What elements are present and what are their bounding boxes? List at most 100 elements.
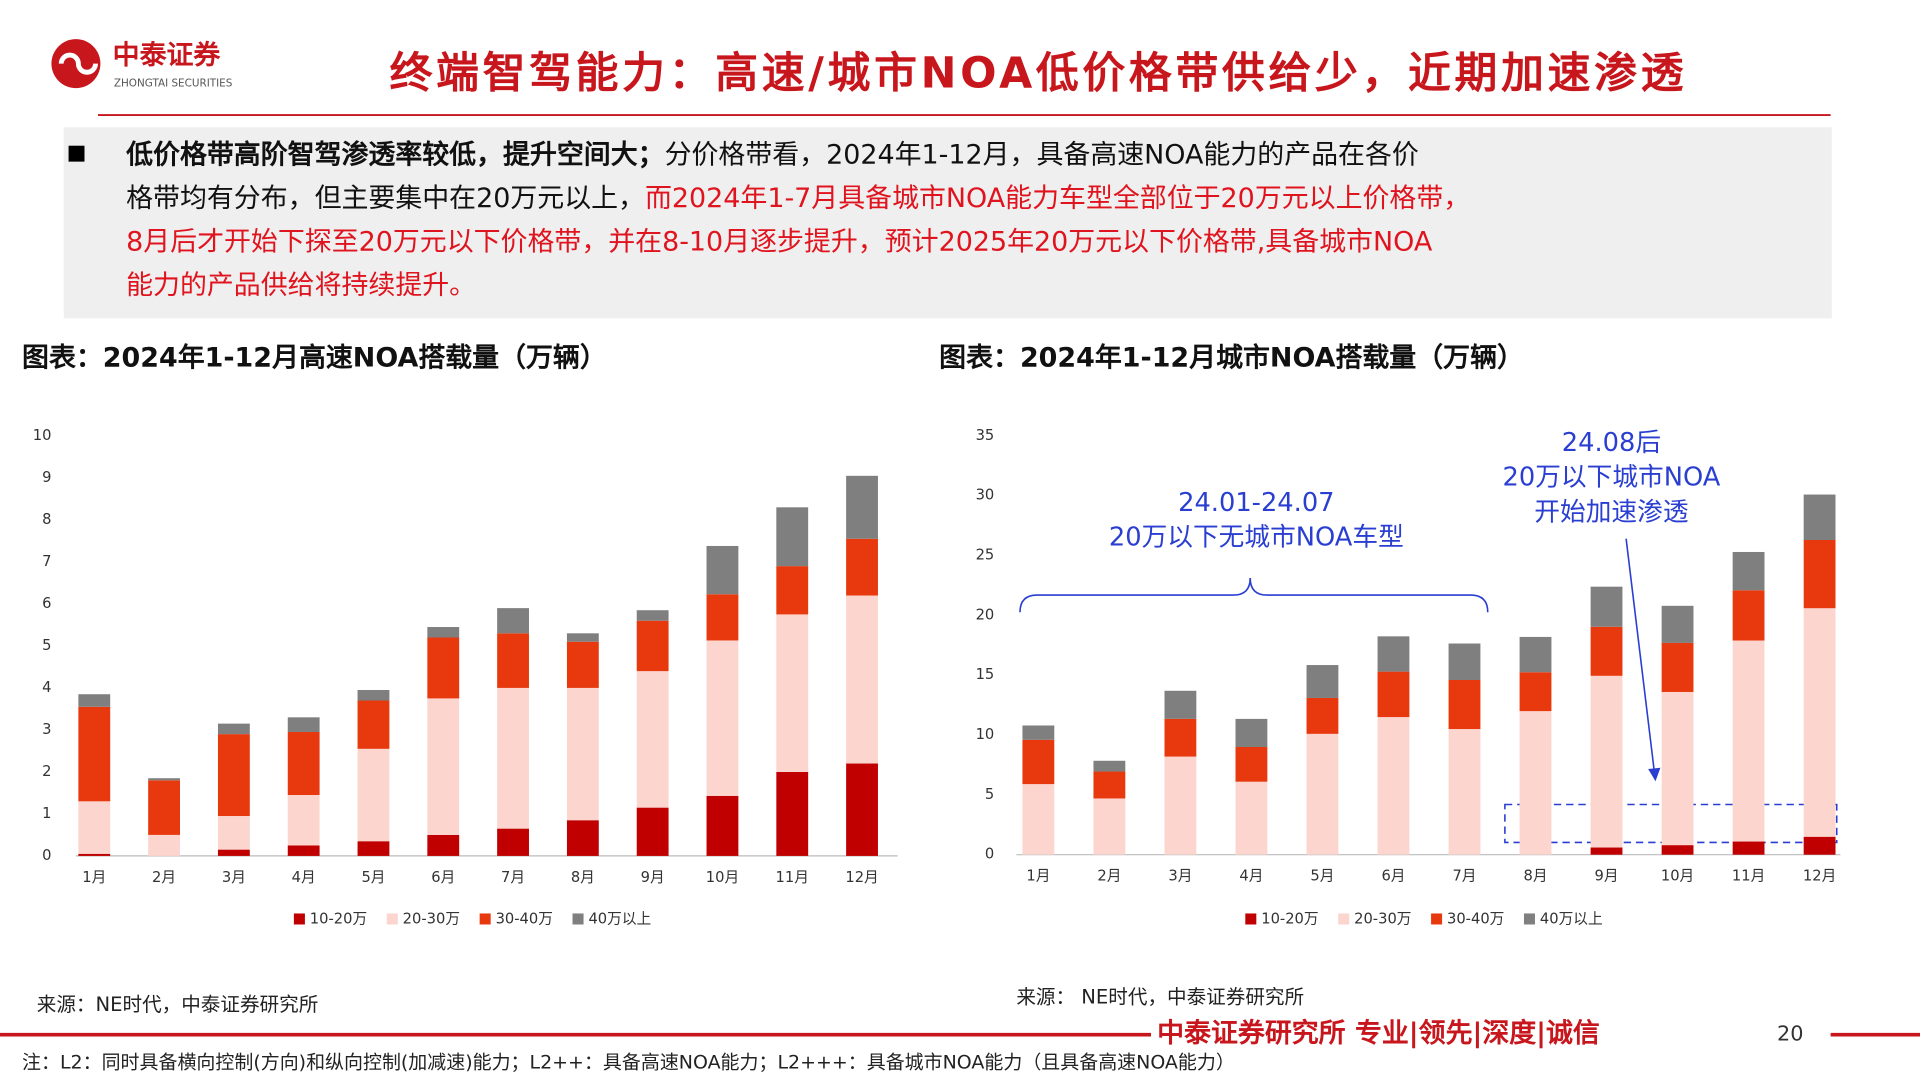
y-tick-label: 9 bbox=[42, 469, 51, 486]
bar-segment bbox=[776, 566, 809, 615]
bar-segment bbox=[78, 694, 111, 707]
legend-swatch bbox=[293, 913, 305, 925]
bar-segment bbox=[1093, 771, 1126, 799]
y-tick-label: 5 bbox=[42, 637, 51, 654]
legend-label: 40万以上 bbox=[1540, 911, 1603, 928]
bar-segment bbox=[566, 820, 599, 856]
bar-segment bbox=[846, 538, 878, 596]
bar-segment bbox=[1803, 836, 1836, 855]
bar-segment bbox=[1448, 643, 1481, 681]
y-tick-label: 6 bbox=[42, 595, 51, 612]
bar-segment bbox=[497, 608, 529, 634]
bar-segment bbox=[1519, 672, 1552, 712]
y-tick-label: 5 bbox=[985, 786, 994, 803]
bar-segment bbox=[1022, 784, 1055, 855]
legend-swatch bbox=[479, 913, 491, 925]
x-tick-label: 4月 bbox=[292, 869, 316, 886]
footnote: 注：L2：同时具备横向控制(方向)和纵向控制(加减速)能力；L2++：具备高速N… bbox=[22, 1051, 1235, 1073]
y-tick-label: 30 bbox=[976, 487, 995, 504]
logo-mark bbox=[58, 52, 98, 75]
y-tick-label: 35 bbox=[976, 427, 995, 444]
logo-cn: 中泰证券 bbox=[113, 39, 222, 71]
x-tick-label: 5月 bbox=[1310, 868, 1334, 885]
legend-label: 40万以上 bbox=[588, 911, 651, 928]
bar-segment bbox=[1448, 680, 1481, 730]
bar-segment bbox=[706, 545, 739, 595]
bar-segment bbox=[846, 475, 878, 539]
y-tick-label: 3 bbox=[42, 721, 51, 738]
bar-segment bbox=[1306, 665, 1339, 698]
x-tick-label: 1月 bbox=[1026, 868, 1050, 885]
x-tick-label: 3月 bbox=[222, 869, 246, 886]
bar-segment bbox=[217, 734, 250, 817]
source: 来源：NE时代，中泰证券研究所 bbox=[37, 993, 319, 1016]
y-tick-label: 10 bbox=[976, 726, 995, 743]
x-tick-label: 9月 bbox=[1595, 868, 1619, 885]
bar-segment bbox=[706, 640, 739, 796]
bar-segment bbox=[1235, 718, 1268, 748]
x-tick-label: 7月 bbox=[1452, 868, 1476, 885]
bullet-box bbox=[63, 127, 1832, 319]
bar-segment bbox=[1164, 718, 1197, 757]
bar-segment bbox=[706, 594, 739, 641]
bar-segment bbox=[357, 841, 390, 856]
bullet-segment: 8月后才开始下探至20万元以下价格带，并在8-10月逐步提升，预计2025年20… bbox=[126, 226, 1433, 257]
bar-segment bbox=[1732, 551, 1765, 591]
bar-segment bbox=[1661, 605, 1694, 643]
bar-segment bbox=[148, 834, 180, 856]
bar-segment bbox=[706, 795, 739, 856]
x-tick-label: 8月 bbox=[1523, 868, 1547, 885]
bar-segment bbox=[1093, 798, 1126, 855]
bar-segment bbox=[287, 717, 320, 733]
bullet-square bbox=[68, 145, 85, 162]
y-tick-label: 2 bbox=[42, 763, 51, 780]
x-tick-label: 9月 bbox=[641, 869, 665, 886]
bar-segment bbox=[1235, 781, 1268, 855]
bar-segment bbox=[1590, 847, 1623, 855]
x-tick-label: 11月 bbox=[1732, 868, 1765, 885]
bullet-segment: 低价格带高阶智驾渗透率较低，提升空间大； bbox=[125, 138, 664, 170]
bar-segment bbox=[1306, 733, 1339, 855]
page-number: 20 bbox=[1777, 1022, 1803, 1046]
bar-segment bbox=[1022, 725, 1055, 740]
bar-segment bbox=[636, 807, 669, 856]
annotation: 24.08后 bbox=[1562, 428, 1661, 458]
legend-label: 10-20万 bbox=[310, 911, 367, 928]
y-tick-label: 4 bbox=[42, 679, 51, 696]
y-tick-label: 20 bbox=[976, 606, 995, 623]
bar-segment bbox=[1732, 640, 1765, 842]
bar-segment bbox=[1306, 697, 1339, 734]
y-tick-label: 0 bbox=[42, 847, 51, 864]
legend-label: 10-20万 bbox=[1261, 911, 1318, 928]
x-tick-label: 10月 bbox=[706, 869, 739, 886]
x-tick-label: 11月 bbox=[776, 869, 809, 886]
bar-segment bbox=[148, 778, 180, 781]
bullet-line: 能力的产品供给将持续提升。 bbox=[126, 269, 476, 300]
bullet-segment: 而2024年1-7月具备城市NOA能力车型全部位于20万元以上价格带， bbox=[645, 182, 1470, 213]
y-tick-label: 7 bbox=[42, 553, 51, 570]
legend-label: 30-40万 bbox=[1447, 911, 1504, 928]
bar-segment bbox=[776, 771, 809, 856]
bar-segment bbox=[1377, 671, 1410, 718]
source: 来源： NE时代，中泰证券研究所 bbox=[1016, 985, 1304, 1008]
y-tick-label: 15 bbox=[976, 666, 995, 683]
bar-segment bbox=[1661, 845, 1694, 855]
legend-swatch bbox=[1338, 913, 1350, 925]
bar-segment bbox=[1661, 642, 1694, 692]
annotation: 开始加速渗透 bbox=[1534, 498, 1688, 528]
legend-swatch bbox=[1431, 913, 1443, 925]
y-tick-label: 0 bbox=[985, 846, 994, 863]
bar-segment bbox=[846, 763, 878, 856]
y-tick-label: 10 bbox=[33, 427, 52, 444]
bullet-line: 8月后才开始下探至20万元以下价格带，并在8-10月逐步提升，预计2025年20… bbox=[126, 226, 1433, 257]
bar-segment bbox=[776, 614, 809, 772]
bar-segment bbox=[1235, 747, 1268, 782]
x-tick-label: 4月 bbox=[1239, 868, 1263, 885]
legend-swatch bbox=[1245, 913, 1257, 925]
legend-swatch bbox=[1523, 913, 1535, 925]
x-tick-label: 12月 bbox=[845, 869, 878, 886]
x-tick-label: 6月 bbox=[431, 869, 455, 886]
bar-segment bbox=[1093, 760, 1126, 772]
bar-segment bbox=[1164, 756, 1197, 855]
